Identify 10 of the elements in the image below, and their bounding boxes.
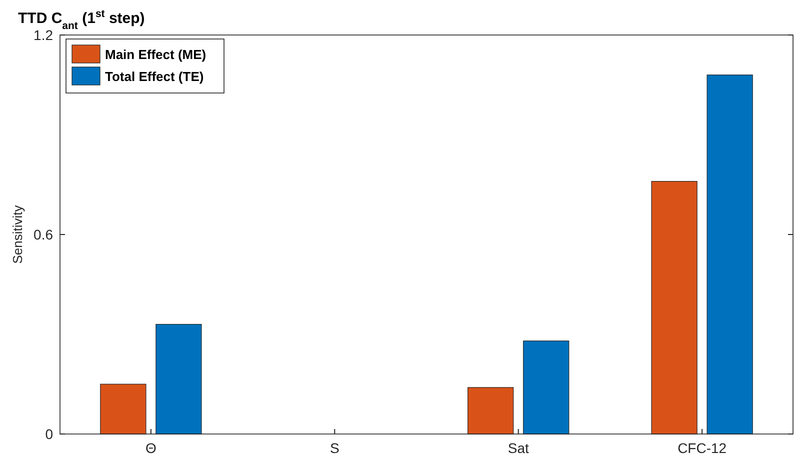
- x-tick-label: S: [330, 440, 340, 456]
- y-tick-label: 0: [45, 426, 54, 442]
- legend-label: Total Effect (TE): [105, 69, 204, 84]
- y-tick-label: 0.6: [34, 226, 54, 242]
- x-tick-label: CFC-12: [678, 440, 727, 456]
- x-tick-label: Θ: [145, 440, 156, 456]
- x-tick-label: Sat: [508, 440, 529, 456]
- legend-label: Main Effect (ME): [105, 47, 206, 62]
- y-tick-label: 1.2: [34, 26, 54, 43]
- y-axis-title: Sensitivity: [10, 204, 25, 264]
